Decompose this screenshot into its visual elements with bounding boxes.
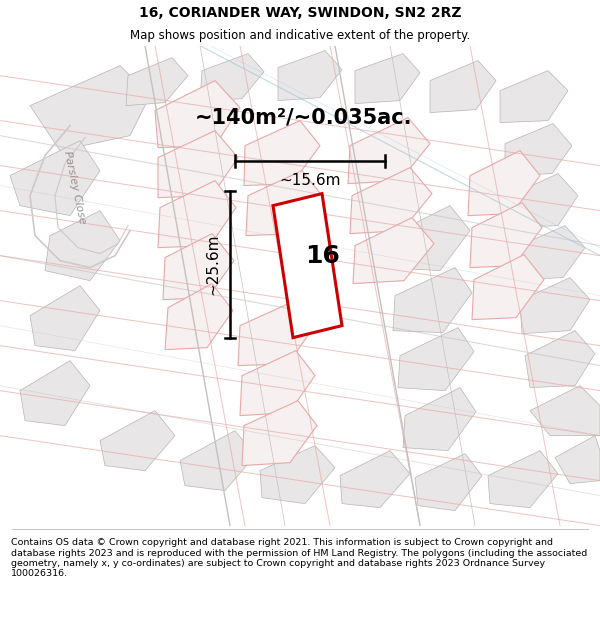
Polygon shape — [155, 81, 240, 148]
Polygon shape — [488, 451, 558, 508]
Polygon shape — [238, 301, 315, 366]
Polygon shape — [350, 168, 432, 234]
Polygon shape — [180, 431, 255, 491]
Polygon shape — [530, 386, 600, 436]
Polygon shape — [30, 66, 150, 151]
Polygon shape — [158, 181, 236, 248]
Polygon shape — [348, 118, 430, 184]
Polygon shape — [355, 54, 420, 104]
Polygon shape — [505, 124, 572, 176]
Polygon shape — [510, 174, 578, 228]
Polygon shape — [415, 454, 482, 511]
Polygon shape — [353, 217, 434, 284]
Polygon shape — [278, 51, 342, 101]
Polygon shape — [472, 254, 544, 319]
Text: Parsley Close: Parsley Close — [62, 150, 88, 225]
Polygon shape — [260, 446, 335, 504]
Polygon shape — [525, 331, 595, 388]
Polygon shape — [555, 436, 600, 484]
Text: ~140m²/~0.035ac.: ~140m²/~0.035ac. — [195, 107, 413, 127]
Polygon shape — [246, 171, 322, 236]
Text: Contains OS data © Crown copyright and database right 2021. This information is : Contains OS data © Crown copyright and d… — [11, 538, 587, 578]
Polygon shape — [468, 151, 540, 216]
Polygon shape — [165, 284, 233, 349]
Polygon shape — [45, 211, 120, 281]
Polygon shape — [20, 361, 90, 426]
Text: ~25.6m: ~25.6m — [205, 233, 220, 295]
Polygon shape — [340, 451, 410, 508]
Polygon shape — [515, 226, 585, 279]
Polygon shape — [393, 268, 472, 332]
Polygon shape — [500, 71, 568, 122]
Polygon shape — [403, 388, 476, 451]
Polygon shape — [30, 286, 100, 351]
Polygon shape — [398, 328, 474, 391]
Text: 16: 16 — [305, 244, 340, 268]
Polygon shape — [430, 61, 496, 112]
Polygon shape — [470, 202, 542, 268]
Polygon shape — [244, 121, 320, 186]
Polygon shape — [520, 278, 590, 334]
Polygon shape — [163, 234, 234, 299]
Polygon shape — [388, 206, 470, 271]
Polygon shape — [242, 401, 317, 466]
Polygon shape — [158, 131, 238, 198]
Text: ~15.6m: ~15.6m — [279, 173, 341, 188]
Polygon shape — [200, 54, 264, 102]
Text: Map shows position and indicative extent of the property.: Map shows position and indicative extent… — [130, 29, 470, 42]
Polygon shape — [126, 58, 188, 106]
Text: 16, CORIANDER WAY, SWINDON, SN2 2RZ: 16, CORIANDER WAY, SWINDON, SN2 2RZ — [139, 6, 461, 19]
Polygon shape — [240, 351, 315, 416]
Polygon shape — [273, 194, 342, 338]
Polygon shape — [100, 411, 175, 471]
Polygon shape — [10, 141, 100, 216]
